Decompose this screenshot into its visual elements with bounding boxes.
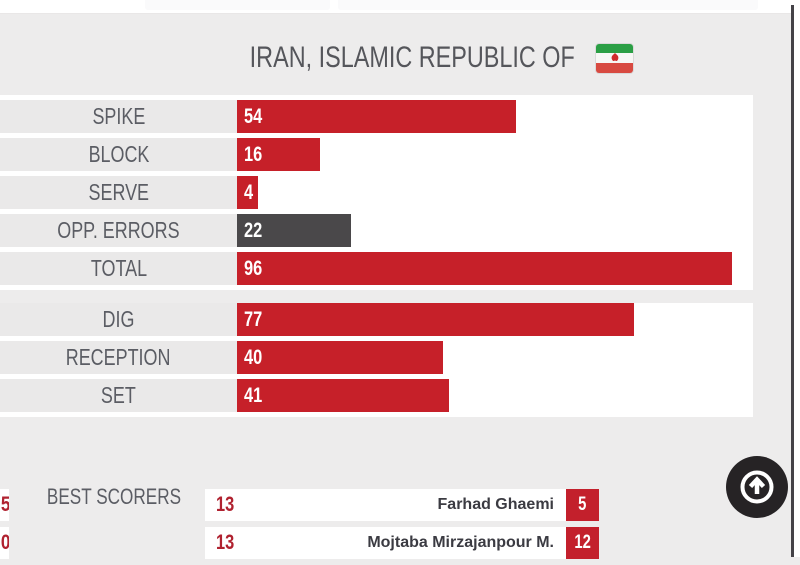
- bar-value: 77: [244, 307, 263, 331]
- row-label: DIG: [0, 303, 237, 336]
- scroll-to-top-button[interactable]: [726, 456, 788, 518]
- flag-red-stripe: [596, 62, 633, 73]
- iran-flag-icon: [596, 43, 633, 73]
- chart-row-dig: DIG 77: [0, 303, 753, 336]
- best-scorers-rows: 13 Farhad Ghaemi 5 13 Mojtaba Mirzajanpour M…: [205, 489, 599, 565]
- bar-track: 16: [237, 138, 753, 171]
- row-label: OPP. ERRORS: [0, 214, 237, 247]
- chart-row-serve: SERVE 4: [0, 176, 753, 209]
- bar-track: 54: [237, 100, 753, 133]
- row-label: BLOCK: [0, 138, 237, 171]
- chart-row-total: TOTAL 96: [0, 252, 753, 285]
- left-partial-score-cell: 0: [0, 527, 9, 559]
- row-label: RECEPTION: [0, 341, 237, 374]
- bar-value: 22: [244, 218, 263, 242]
- row-label: SPIKE: [0, 100, 237, 133]
- bar-value: 16: [244, 142, 263, 166]
- bar-value: 54: [244, 104, 263, 128]
- row-label: SERVE: [0, 176, 237, 209]
- scorer-row: 13 Mojtaba Mirzajanpour M. 12: [205, 527, 599, 559]
- bar-set: 41: [237, 379, 449, 412]
- best-scorers-label: BEST SCORERS: [46, 484, 182, 509]
- row-label: TOTAL: [0, 252, 237, 285]
- bar-track: 77: [237, 303, 753, 336]
- bar-track: 41: [237, 379, 753, 412]
- right-edge-gutter: [794, 0, 800, 557]
- bar-serve: 4: [237, 176, 258, 209]
- flag-emblem-icon: [610, 53, 620, 63]
- scorer-name: Mojtaba Mirzajanpour M.: [367, 534, 554, 551]
- arrow-up-circle-icon: [737, 467, 777, 507]
- scorer-score-badge: 5: [566, 489, 599, 521]
- bar-dig: 77: [237, 303, 635, 336]
- row-label: SET: [0, 379, 237, 412]
- bar-track: 4: [237, 176, 753, 209]
- bar-value: 41: [244, 383, 263, 407]
- right-edge-border: [791, 5, 794, 557]
- flag-green-stripe: [596, 43, 633, 54]
- bar-reception: 40: [237, 341, 444, 374]
- bar-block: 16: [237, 138, 320, 171]
- header: IRAN, ISLAMIC REPUBLIC OF: [158, 41, 633, 75]
- scorer-row: 13 Farhad Ghaemi 5: [205, 489, 599, 521]
- chart-row-set: SET 41: [0, 379, 753, 412]
- bar-value: 4: [244, 180, 254, 204]
- chart-row-opp-errors: OPP. ERRORS 22: [0, 214, 753, 247]
- page-title: IRAN, ISLAMIC REPUBLIC OF: [249, 41, 575, 74]
- bar-track: 96: [237, 252, 753, 285]
- tab-ghost-right: [338, 0, 758, 10]
- bar-track: 22: [237, 214, 753, 247]
- group-gap: [0, 290, 753, 303]
- bar-spike: 54: [237, 100, 516, 133]
- chart-row-spike: SPIKE 54: [0, 100, 753, 133]
- scorer-jersey-number: 13: [216, 531, 235, 554]
- bar-total: 96: [237, 252, 733, 285]
- bar-opp-errors: 22: [237, 214, 351, 247]
- chart-row-block: BLOCK 16: [0, 138, 753, 171]
- bar-track: 40: [237, 341, 753, 374]
- scorer-jersey-number: 13: [216, 493, 235, 516]
- tab-ghost-left: [145, 0, 330, 10]
- top-browser-strip: [0, 0, 800, 14]
- bar-value: 40: [244, 345, 263, 369]
- scorer-score-badge: 12: [566, 527, 599, 559]
- left-partial-score-cell: 5: [0, 489, 9, 521]
- scorer-name: Farhad Ghaemi: [437, 496, 554, 513]
- bar-value: 96: [244, 256, 263, 280]
- chart-row-reception: RECEPTION 40: [0, 341, 753, 374]
- bar-chart: SPIKE 54 BLOCK 16 SERVE 4 OPP. ERRORS 22 TOTAL 96…: [0, 95, 753, 417]
